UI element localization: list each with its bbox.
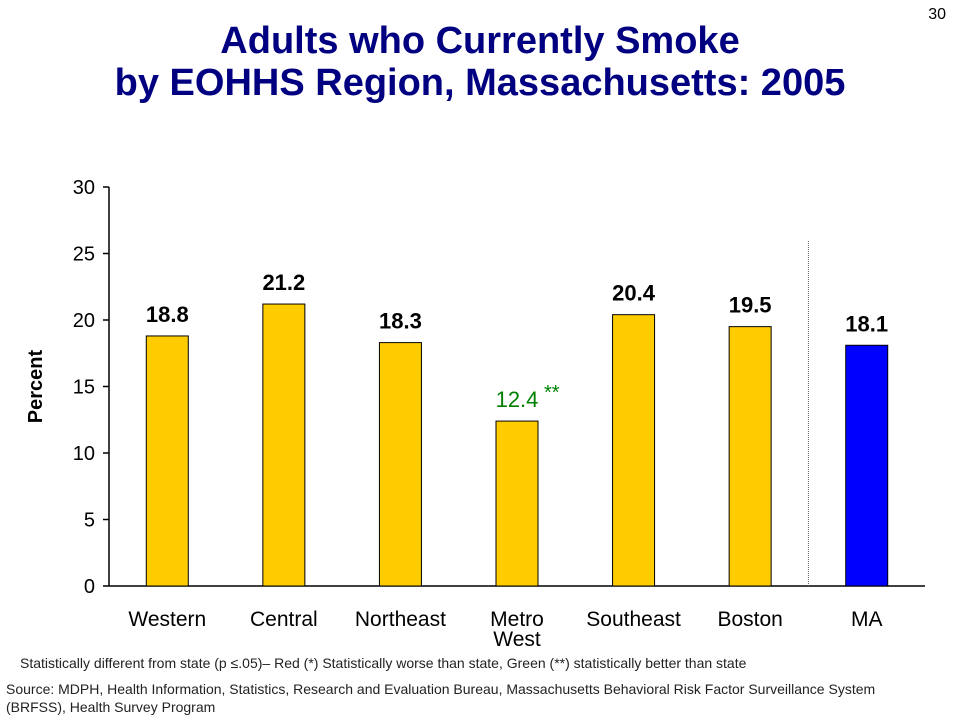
y-tick-label: 25	[73, 244, 95, 266]
x-tick-label: West	[493, 628, 541, 651]
data-label: 21.2	[262, 270, 305, 295]
chart-title-line-2: by EOHHS Region, Massachusetts: 2005	[114, 62, 846, 104]
data-label: 19.5	[729, 293, 772, 318]
x-tick-label: Southeast	[586, 608, 681, 631]
x-tick-label: Boston	[717, 608, 782, 631]
x-tick-label: Metro	[490, 608, 544, 631]
significance-marker: **	[544, 382, 560, 404]
chart-title-line-1: Adults who Currently Smoke	[220, 20, 740, 62]
bar-southeast	[612, 314, 656, 587]
data-label: 18.8	[146, 302, 189, 327]
x-tick-label: MA	[851, 608, 883, 631]
data-label: 18.3	[379, 309, 422, 334]
source-note: Source: MDPH, Health Information, Statis…	[6, 681, 876, 715]
chart-title: Adults who Currently Smoke by EOHHS Regi…	[0, 20, 960, 104]
bar-metro-west	[495, 420, 539, 587]
y-tick-label: 0	[84, 576, 95, 598]
bar-western	[145, 335, 189, 587]
y-tick-label: 20	[73, 310, 95, 332]
page-number: 30	[928, 6, 946, 23]
y-tick-label: 10	[73, 443, 95, 465]
x-tick-label: Central	[250, 608, 318, 631]
data-label: 18.1	[845, 311, 888, 336]
y-tick-label: 15	[73, 377, 95, 399]
data-label: 12.4	[496, 387, 539, 412]
y-tick-label: 30	[73, 177, 95, 199]
y-axis-label: Percent	[25, 349, 47, 423]
footnote: Statistically different from state (p ≤.…	[20, 655, 747, 671]
x-tick-label: Northeast	[355, 608, 446, 631]
bar-boston	[728, 326, 772, 587]
y-tick-label: 5	[84, 510, 95, 532]
data-label: 20.4	[612, 281, 656, 306]
bar-central	[262, 303, 306, 587]
x-tick-label: Western	[128, 608, 206, 631]
bar-ma	[845, 344, 889, 587]
bar-northeast	[378, 342, 422, 587]
